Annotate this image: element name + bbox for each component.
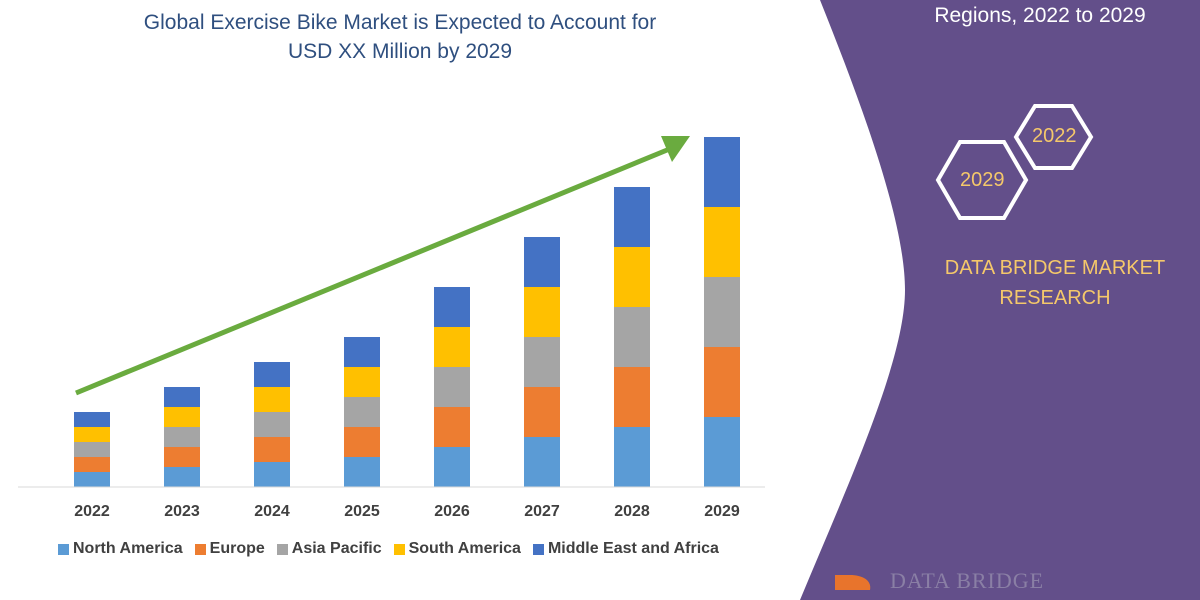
- legend-item: North America: [58, 540, 183, 558]
- purple-panel: [800, 0, 1200, 600]
- bar-segment-2024-0: [254, 462, 290, 487]
- bar-segment-2029-1: [704, 347, 740, 417]
- legend-swatch: [276, 543, 288, 555]
- brand-text: DATA BRIDGE MARKET RESEARCH: [905, 253, 1200, 313]
- logo-text: DATA BRIDGE: [890, 568, 1045, 593]
- bar-segment-2022-3: [74, 427, 110, 442]
- x-tick-label: 2022: [74, 503, 110, 520]
- bar-segment-2024-3: [254, 387, 290, 412]
- bar-segment-2028-0: [614, 427, 650, 487]
- bar-segment-2024-2: [254, 412, 290, 437]
- bar-segment-2027-3: [524, 287, 560, 337]
- bar-segment-2027-0: [524, 437, 560, 487]
- bar-segment-2028-3: [614, 247, 650, 307]
- bar-segment-2029-2: [704, 277, 740, 347]
- legend-item: Europe: [194, 540, 265, 558]
- hexagon-2029: [935, 140, 1029, 220]
- bar-segment-2022-1: [74, 457, 110, 472]
- bar-segment-2028-4: [614, 187, 650, 247]
- bar-segment-2026-2: [434, 367, 470, 407]
- stacked-bar-chart: [74, 137, 740, 487]
- bar-segment-2023-0: [164, 467, 200, 487]
- legend-label: Middle East and Africa: [547, 540, 719, 557]
- bar-segment-2025-2: [344, 397, 380, 427]
- bar-segment-2027-1: [524, 387, 560, 437]
- hexagon-label-2022: 2022: [1032, 125, 1077, 147]
- hexagon-label-2029: 2029: [960, 169, 1005, 191]
- bar-segment-2025-0: [344, 457, 380, 487]
- legend-label: Europe: [209, 540, 265, 557]
- legend: North America Europe Asia Pacific South Ame…: [58, 540, 719, 558]
- bar-segment-2026-4: [434, 287, 470, 327]
- x-tick-label: 2025: [344, 503, 380, 520]
- bar-segment-2022-4: [74, 412, 110, 427]
- x-tick-label: 2024: [254, 503, 290, 520]
- chart-title: Global Exercise Bike Market is Expected …: [40, 8, 760, 66]
- bar-segment-2029-0: [704, 417, 740, 487]
- x-tick-label: 2028: [614, 503, 650, 520]
- bar-segment-2028-1: [614, 367, 650, 427]
- bar-segment-2023-4: [164, 387, 200, 407]
- legend-label: North America: [73, 540, 183, 557]
- x-tick-label: 2027: [524, 503, 560, 520]
- bar-segment-2026-1: [434, 407, 470, 447]
- bar-segment-2025-3: [344, 367, 380, 397]
- x-tick-label: 2029: [704, 503, 740, 520]
- bar-segment-2026-0: [434, 447, 470, 487]
- bar-segment-2029-4: [704, 137, 740, 207]
- legend-item: South America: [393, 540, 521, 558]
- bar-segment-2022-2: [74, 442, 110, 457]
- bar-segment-2022-0: [74, 472, 110, 487]
- legend-label: South America: [408, 540, 521, 557]
- bar-segment-2024-4: [254, 362, 290, 387]
- title-line-1: Global Exercise Bike Market is Expected …: [143, 11, 657, 34]
- bar-segment-2024-1: [254, 437, 290, 462]
- legend-item: Middle East and Africa: [532, 540, 719, 558]
- bar-segment-2023-1: [164, 447, 200, 467]
- right-title: Regions, 2022 to 2029: [934, 4, 1146, 27]
- legend-swatch: [393, 543, 405, 555]
- bar-segment-2025-1: [344, 427, 380, 457]
- trend-arrow: [75, 136, 690, 396]
- legend-item: Asia Pacific: [276, 540, 382, 558]
- legend-swatch: [58, 543, 69, 555]
- bar-segment-2023-3: [164, 407, 200, 427]
- bar-segment-2027-2: [524, 337, 560, 387]
- hexagon-2022: [1013, 104, 1094, 170]
- bar-segment-2026-3: [434, 327, 470, 367]
- bar-segment-2028-2: [614, 307, 650, 367]
- title-line-2: USD XX Million by 2029: [287, 40, 513, 63]
- bar-segment-2027-4: [524, 237, 560, 287]
- bar-segment-2023-2: [164, 427, 200, 447]
- x-tick-label: 2023: [164, 503, 200, 520]
- x-tick-label: 2026: [434, 503, 470, 520]
- logo-icon: [835, 575, 871, 590]
- legend-swatch: [532, 543, 544, 555]
- legend-swatch: [194, 543, 206, 555]
- legend-label: Asia Pacific: [291, 540, 382, 557]
- bar-segment-2025-4: [344, 337, 380, 367]
- bar-segment-2029-3: [704, 207, 740, 277]
- brand-line-2: RESEARCH: [999, 287, 1111, 309]
- brand-line-1: DATA BRIDGE MARKET: [944, 257, 1166, 279]
